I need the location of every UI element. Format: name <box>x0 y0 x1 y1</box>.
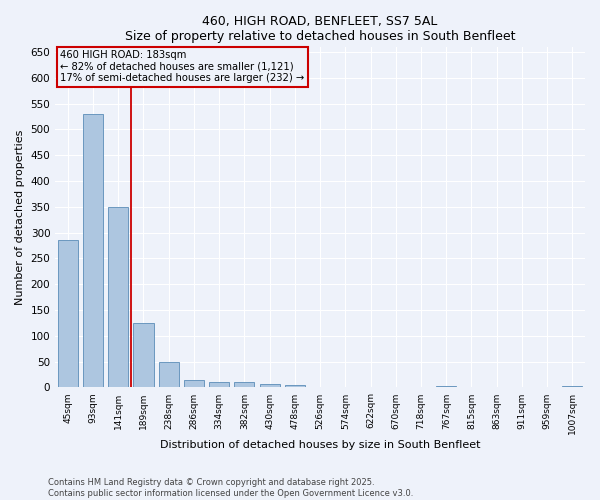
Bar <box>260 384 280 388</box>
Text: 460 HIGH ROAD: 183sqm
← 82% of detached houses are smaller (1,121)
17% of semi-d: 460 HIGH ROAD: 183sqm ← 82% of detached … <box>60 50 304 83</box>
Text: Contains HM Land Registry data © Crown copyright and database right 2025.
Contai: Contains HM Land Registry data © Crown c… <box>48 478 413 498</box>
Bar <box>83 114 103 388</box>
Title: 460, HIGH ROAD, BENFLEET, SS7 5AL
Size of property relative to detached houses i: 460, HIGH ROAD, BENFLEET, SS7 5AL Size o… <box>125 15 515 43</box>
Bar <box>285 386 305 388</box>
Y-axis label: Number of detached properties: Number of detached properties <box>15 130 25 305</box>
Bar <box>184 380 204 388</box>
Bar <box>209 382 229 388</box>
Bar <box>562 386 583 388</box>
Bar <box>133 323 154 388</box>
Bar <box>58 240 78 388</box>
X-axis label: Distribution of detached houses by size in South Benfleet: Distribution of detached houses by size … <box>160 440 481 450</box>
Bar <box>108 207 128 388</box>
Bar <box>436 386 457 388</box>
Bar <box>158 362 179 388</box>
Bar <box>235 382 254 388</box>
